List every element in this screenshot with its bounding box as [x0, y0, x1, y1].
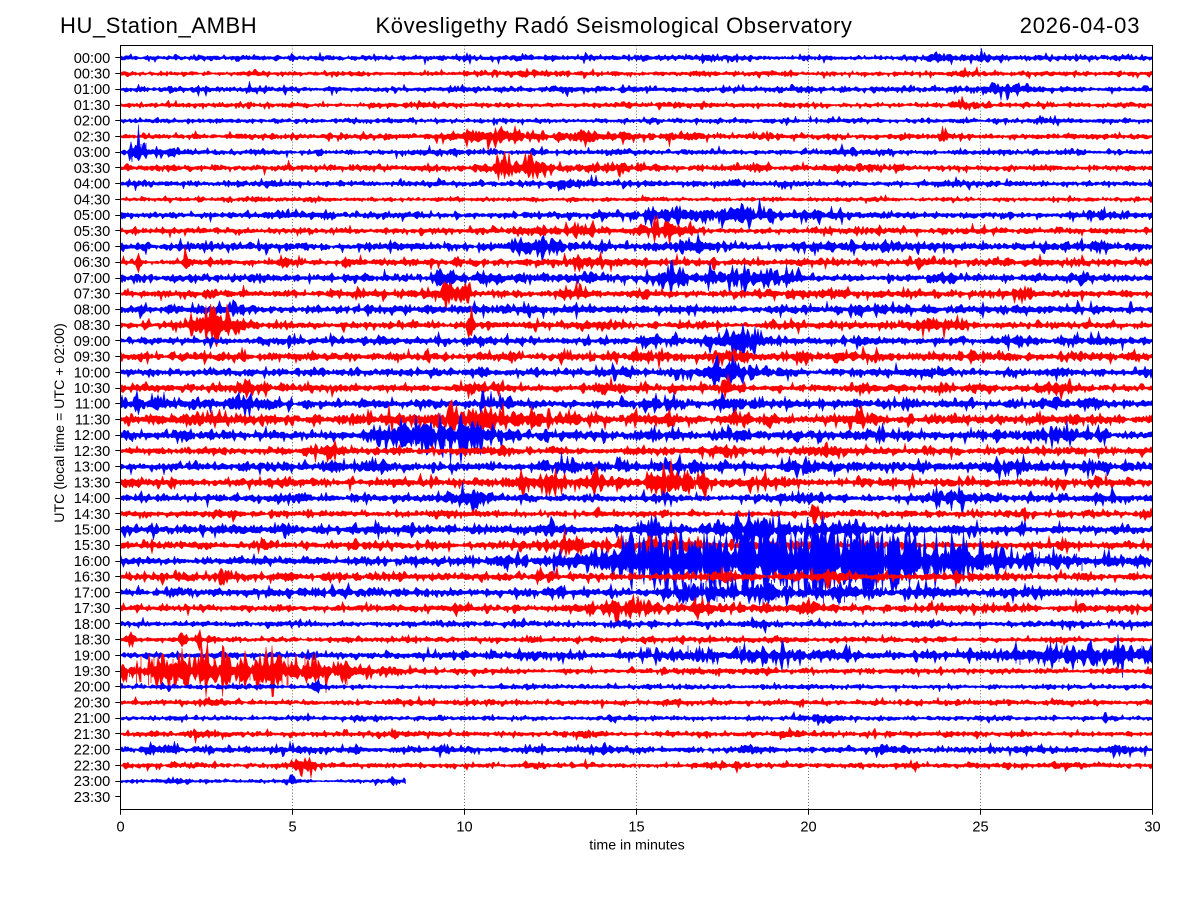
svg-text:13:00: 13:00	[74, 460, 111, 476]
svg-text:00:30: 00:30	[74, 67, 111, 83]
svg-text:21:30: 21:30	[74, 727, 111, 743]
svg-text:01:00: 01:00	[74, 82, 111, 98]
svg-text:07:30: 07:30	[74, 287, 111, 303]
svg-text:10:00: 10:00	[74, 365, 111, 381]
svg-text:09:00: 09:00	[74, 334, 111, 350]
svg-text:04:30: 04:30	[74, 192, 111, 208]
svg-text:20:00: 20:00	[74, 680, 111, 696]
svg-text:00:00: 00:00	[74, 51, 111, 67]
svg-text:time in minutes: time in minutes	[589, 838, 684, 854]
svg-text:21:00: 21:00	[74, 711, 111, 727]
svg-text:17:00: 17:00	[74, 585, 111, 601]
svg-text:30: 30	[1144, 820, 1160, 836]
svg-text:0: 0	[116, 820, 124, 836]
svg-text:14:00: 14:00	[74, 491, 111, 507]
svg-text:01:30: 01:30	[74, 98, 111, 114]
svg-text:11:30: 11:30	[75, 412, 110, 428]
svg-text:03:00: 03:00	[74, 145, 111, 161]
svg-text:12:00: 12:00	[74, 428, 111, 444]
svg-text:19:30: 19:30	[74, 664, 111, 680]
svg-text:2026-04-03: 2026-04-03	[1020, 13, 1141, 38]
svg-text:16:00: 16:00	[74, 554, 111, 570]
svg-text:20: 20	[800, 820, 816, 836]
svg-text:22:00: 22:00	[74, 743, 111, 759]
svg-text:10: 10	[456, 820, 472, 836]
svg-text:10:30: 10:30	[74, 381, 111, 397]
svg-text:20:30: 20:30	[74, 695, 111, 711]
svg-text:HU_Station_AMBH: HU_Station_AMBH	[60, 13, 257, 38]
svg-text:Kövesligethy Radó Seismologica: Kövesligethy Radó Seismological Observat…	[375, 13, 852, 38]
svg-text:15:00: 15:00	[74, 523, 111, 539]
svg-text:22:30: 22:30	[74, 758, 111, 774]
svg-text:18:30: 18:30	[74, 633, 111, 649]
svg-text:05:00: 05:00	[74, 208, 111, 224]
svg-text:19:00: 19:00	[74, 648, 111, 664]
svg-text:04:00: 04:00	[74, 177, 111, 193]
svg-text:13:30: 13:30	[74, 475, 111, 491]
svg-text:05:30: 05:30	[74, 224, 111, 240]
svg-text:11:00: 11:00	[75, 397, 110, 413]
svg-text:16:30: 16:30	[74, 570, 111, 586]
svg-text:15:30: 15:30	[74, 538, 111, 554]
svg-text:15: 15	[628, 820, 644, 836]
svg-text:08:00: 08:00	[74, 302, 111, 318]
svg-text:02:30: 02:30	[74, 129, 111, 145]
svg-text:07:00: 07:00	[74, 271, 111, 287]
svg-text:06:00: 06:00	[74, 240, 111, 256]
svg-text:23:00: 23:00	[74, 774, 111, 790]
svg-text:18:00: 18:00	[74, 617, 111, 633]
svg-text:08:30: 08:30	[74, 318, 111, 334]
svg-text:02:00: 02:00	[74, 114, 111, 130]
svg-text:25: 25	[972, 820, 988, 836]
svg-text:03:30: 03:30	[74, 161, 111, 177]
svg-text:09:30: 09:30	[74, 350, 111, 366]
svg-text:5: 5	[288, 820, 296, 836]
svg-text:14:30: 14:30	[74, 507, 111, 523]
svg-text:12:30: 12:30	[74, 444, 111, 460]
svg-text:UTC (local time = UTC + 02:00): UTC (local time = UTC + 02:00)	[52, 323, 68, 522]
svg-text:23:30: 23:30	[74, 790, 111, 806]
svg-text:17:30: 17:30	[74, 601, 111, 617]
svg-text:06:30: 06:30	[74, 255, 111, 271]
